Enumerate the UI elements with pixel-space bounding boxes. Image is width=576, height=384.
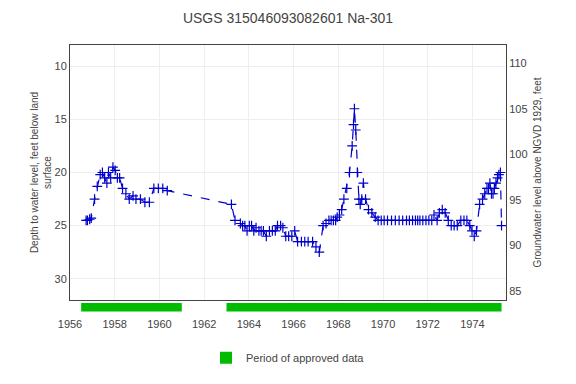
svg-text:1956: 1956	[58, 318, 82, 330]
svg-text:1964: 1964	[237, 318, 261, 330]
svg-text:1962: 1962	[192, 318, 216, 330]
svg-text:Depth to water level, feet bel: Depth to water level, feet below landsur…	[29, 92, 53, 253]
svg-text:20: 20	[55, 166, 67, 178]
svg-text:10: 10	[55, 60, 67, 72]
svg-text:85: 85	[509, 285, 521, 297]
svg-text:95: 95	[509, 194, 521, 206]
svg-text:110: 110	[509, 57, 527, 69]
svg-text:1958: 1958	[102, 318, 126, 330]
svg-text:30: 30	[55, 273, 67, 285]
svg-text:25: 25	[55, 219, 67, 231]
svg-text:100: 100	[509, 148, 527, 160]
svg-text:1972: 1972	[415, 318, 439, 330]
svg-text:1974: 1974	[460, 318, 484, 330]
svg-text:1960: 1960	[147, 318, 171, 330]
svg-text:105: 105	[509, 103, 527, 115]
svg-text:USGS 315046093082601 Na-301: USGS 315046093082601 Na-301	[183, 10, 393, 26]
svg-text:Groundwater level above NGVD 1: Groundwater level above NGVD 1929, feet	[532, 77, 543, 267]
svg-text:15: 15	[55, 113, 67, 125]
svg-text:1970: 1970	[371, 318, 395, 330]
svg-text:90: 90	[509, 239, 521, 251]
svg-text:1968: 1968	[326, 318, 350, 330]
svg-text:Period of approved data: Period of approved data	[246, 352, 364, 364]
svg-text:1966: 1966	[281, 318, 305, 330]
